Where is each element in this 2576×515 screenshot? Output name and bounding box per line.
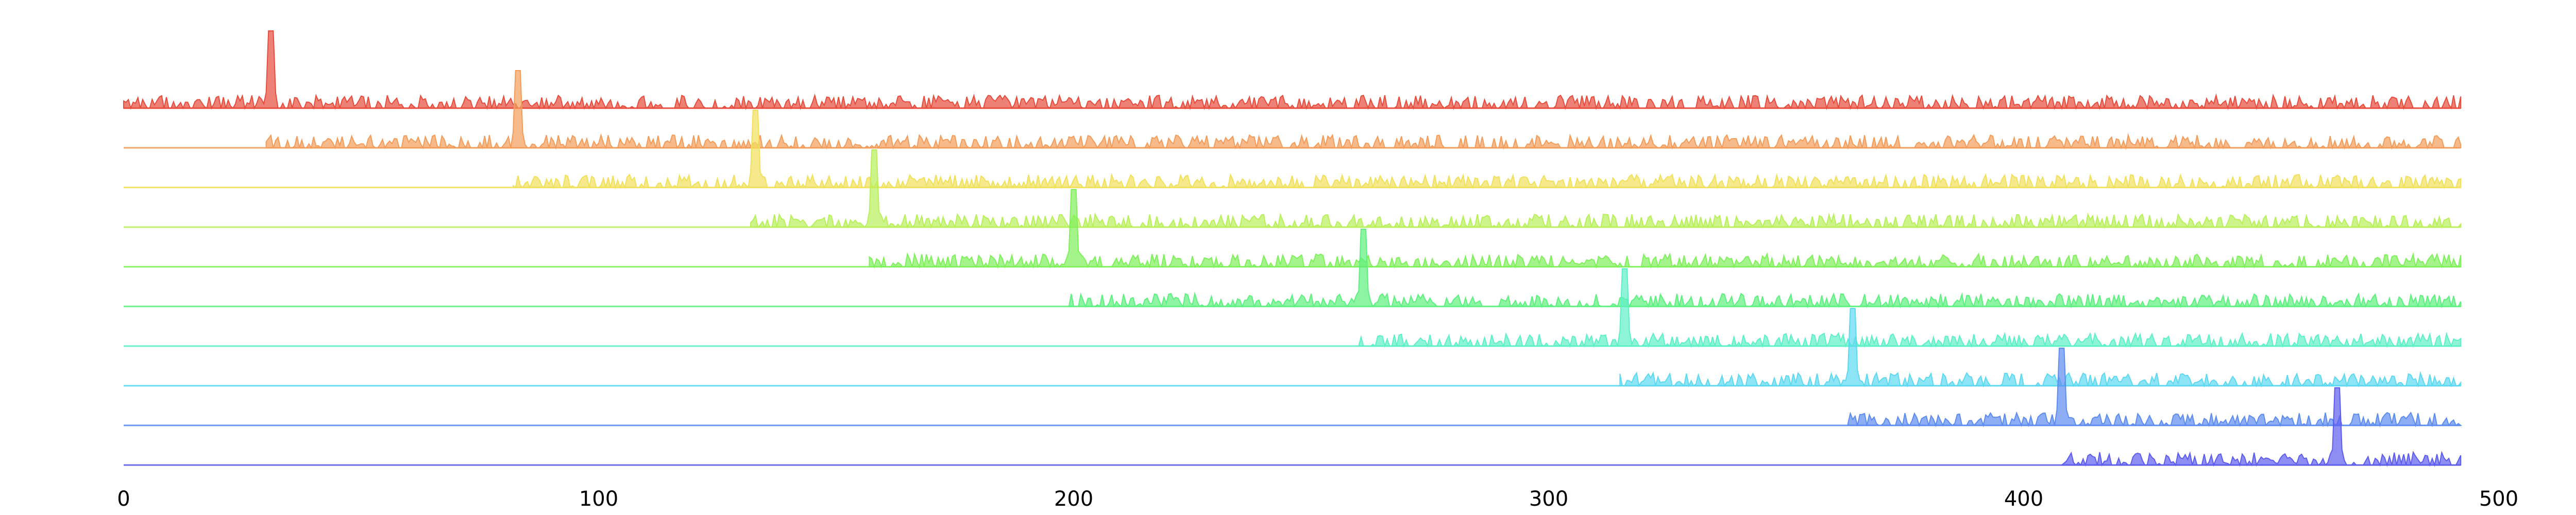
ridge-series-3: [124, 110, 2462, 190]
ridge-series-10: [124, 387, 2462, 467]
ridge-series-1: [123, 30, 2462, 110]
x-tick-label: 400: [2004, 487, 2043, 511]
x-tick-label: 0: [117, 487, 130, 511]
x-tick-label: 300: [1529, 487, 1568, 511]
ridge-area: [265, 70, 2462, 150]
ridge-series-8: [124, 308, 2462, 388]
ridge-area: [513, 110, 2462, 190]
ridge-area: [1068, 229, 2462, 308]
x-tick-label: 100: [579, 487, 618, 511]
ridge-area: [123, 30, 2462, 110]
ridges-group: [123, 30, 2463, 467]
x-tick-label: 500: [2479, 487, 2518, 511]
ridge-series-4: [124, 149, 2462, 229]
ridge-area: [1847, 348, 2463, 427]
ridge-area: [2060, 387, 2462, 467]
ridge-series-6: [124, 229, 2462, 308]
ridge-series-9: [124, 348, 2463, 427]
ridge-series-2: [124, 70, 2462, 150]
ridge-area: [869, 189, 2462, 269]
ridge-series-5: [124, 189, 2462, 269]
ridge-series-7: [124, 268, 2462, 348]
ridge-area: [1619, 308, 2462, 388]
ridge-area: [750, 149, 2462, 229]
x-tick-label: 200: [1054, 487, 1093, 511]
x-axis: 0 100 200 300 400 500: [117, 487, 2518, 511]
